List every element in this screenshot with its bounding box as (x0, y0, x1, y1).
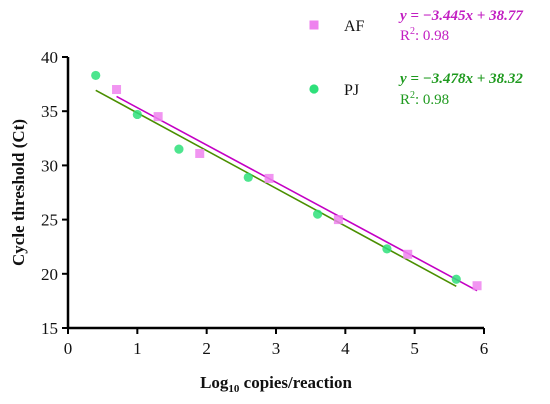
x-tick-label-0: 0 (64, 339, 73, 358)
y-tick-label-30: 30 (41, 156, 58, 175)
data-points (91, 70, 482, 291)
x-tick-label-4: 4 (341, 339, 350, 358)
axes: 0 1 2 3 4 5 6 15 20 25 30 35 40 (41, 48, 488, 358)
fit-line-pj (95, 89, 457, 288)
y-axis-label: Cycle threshold (Ct) (9, 119, 28, 266)
point-af-2 (195, 148, 205, 158)
r-squared-af: R2: 0.98 (400, 26, 449, 44)
point-pj-3 (243, 172, 253, 182)
point-pj-6 (451, 274, 461, 284)
x-tick-label-3: 3 (272, 339, 281, 358)
x-tick-label-1: 1 (133, 339, 142, 358)
point-af-0 (112, 85, 122, 95)
point-pj-1 (132, 109, 142, 120)
point-pj-2 (174, 144, 184, 154)
point-af-3 (264, 173, 274, 183)
point-af-6 (472, 281, 482, 291)
point-pj-0 (91, 70, 101, 81)
fit-line-af (116, 95, 478, 292)
legend-marker-pj (309, 84, 319, 94)
legend-label-pj: PJ (344, 82, 359, 99)
point-af-4 (333, 215, 343, 225)
point-pj-5 (382, 244, 392, 254)
legend-marker-af (309, 20, 319, 30)
equation-pj: y = −3.478x + 38.32 (398, 71, 523, 87)
x-axis-label: Log10 copies/reaction (200, 373, 352, 395)
fit-lines (95, 89, 478, 292)
y-tick-label-40: 40 (41, 48, 58, 67)
r-squared-pj: R2: 0.98 (400, 90, 449, 108)
y-tick-label-15: 15 (41, 319, 58, 338)
x-tick-label-2: 2 (202, 339, 211, 358)
point-af-5 (403, 249, 413, 259)
axis-labels: Log10 copies/reaction Cycle threshold (Ct… (9, 119, 352, 395)
y-tick-label-35: 35 (41, 102, 58, 121)
legend: AF y = −3.445x + 38.77 R2: 0.98 PJ y = −3.47… (309, 8, 523, 108)
equation-af: y = −3.445x + 38.77 (398, 8, 523, 24)
legend-label-af: AF (344, 18, 365, 35)
y-tick-label-20: 20 (41, 265, 58, 284)
point-pj-4 (313, 209, 323, 219)
y-tick-label-25: 25 (41, 211, 58, 230)
point-af-1 (153, 112, 163, 122)
x-tick-label-5: 5 (410, 339, 419, 358)
x-tick-label-6: 6 (480, 339, 489, 358)
